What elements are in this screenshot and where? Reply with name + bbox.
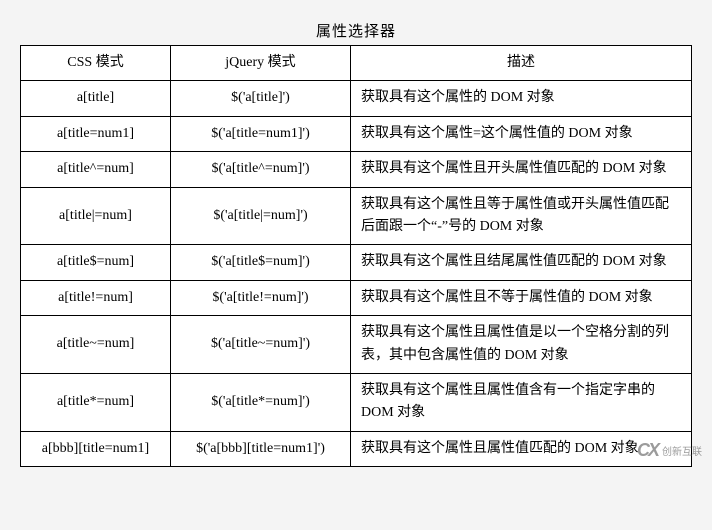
table-row: a[title=num1]$('a[title=num1]')获取具有这个属性=… [21,116,692,151]
cell-desc: 获取具有这个属性且属性值是以一个空格分割的列表，其中包含属性值的 DOM 对象 [351,316,692,374]
col-header-desc: 描述 [351,46,692,81]
cell-desc: 获取具有这个属性=这个属性值的 DOM 对象 [351,116,692,151]
cell-css: a[title$=num] [21,245,171,280]
table-row: a[title|=num]$('a[title|=num]')获取具有这个属性且… [21,187,692,245]
cell-css: a[title=num1] [21,116,171,151]
table-row: a[bbb][title=num1]$('a[bbb][title=num1]'… [21,431,692,466]
cell-jquery: $('a[title~=num]') [171,316,351,374]
cell-css: a[bbb][title=num1] [21,431,171,466]
cell-jquery: $('a[title]') [171,81,351,116]
col-header-jquery: jQuery 模式 [171,46,351,81]
col-header-css: CSS 模式 [21,46,171,81]
cell-jquery: $('a[title!=num]') [171,280,351,315]
cell-jquery: $('a[title^=num]') [171,152,351,187]
watermark: CX 创新互联 [637,440,702,461]
cell-css: a[title] [21,81,171,116]
cell-desc: 获取具有这个属性且属性值含有一个指定字串的 DOM 对象 [351,373,692,431]
cell-css: a[title*=num] [21,373,171,431]
cell-desc: 获取具有这个属性且结尾属性值匹配的 DOM 对象 [351,245,692,280]
table-row: a[title~=num]$('a[title~=num]')获取具有这个属性且… [21,316,692,374]
cell-jquery: $('a[bbb][title=num1]') [171,431,351,466]
cell-jquery: $('a[title=num1]') [171,116,351,151]
watermark-logo: CX [637,440,658,461]
cell-css: a[title^=num] [21,152,171,187]
table-row: a[title]$('a[title]')获取具有这个属性的 DOM 对象 [21,81,692,116]
table-row: a[title$=num]$('a[title$=num]')获取具有这个属性且… [21,245,692,280]
table-row: a[title!=num]$('a[title!=num]')获取具有这个属性且… [21,280,692,315]
selector-table: CSS 模式 jQuery 模式 描述 a[title]$('a[title]'… [20,45,692,467]
cell-desc: 获取具有这个属性且不等于属性值的 DOM 对象 [351,280,692,315]
cell-desc: 获取具有这个属性的 DOM 对象 [351,81,692,116]
cell-css: a[title|=num] [21,187,171,245]
cell-css: a[title!=num] [21,280,171,315]
cell-jquery: $('a[title|=num]') [171,187,351,245]
cell-desc: 获取具有这个属性且等于属性值或开头属性值匹配后面跟一个“-”号的 DOM 对象 [351,187,692,245]
table-row: a[title*=num]$('a[title*=num]')获取具有这个属性且… [21,373,692,431]
cell-jquery: $('a[title$=num]') [171,245,351,280]
cell-jquery: $('a[title*=num]') [171,373,351,431]
cell-desc: 获取具有这个属性且开头属性值匹配的 DOM 对象 [351,152,692,187]
cell-css: a[title~=num] [21,316,171,374]
watermark-label: 创新互联 [662,443,702,458]
table-header-row: CSS 模式 jQuery 模式 描述 [21,46,692,81]
page-title: 属性选择器 [20,20,692,41]
table-row: a[title^=num]$('a[title^=num]')获取具有这个属性且… [21,152,692,187]
